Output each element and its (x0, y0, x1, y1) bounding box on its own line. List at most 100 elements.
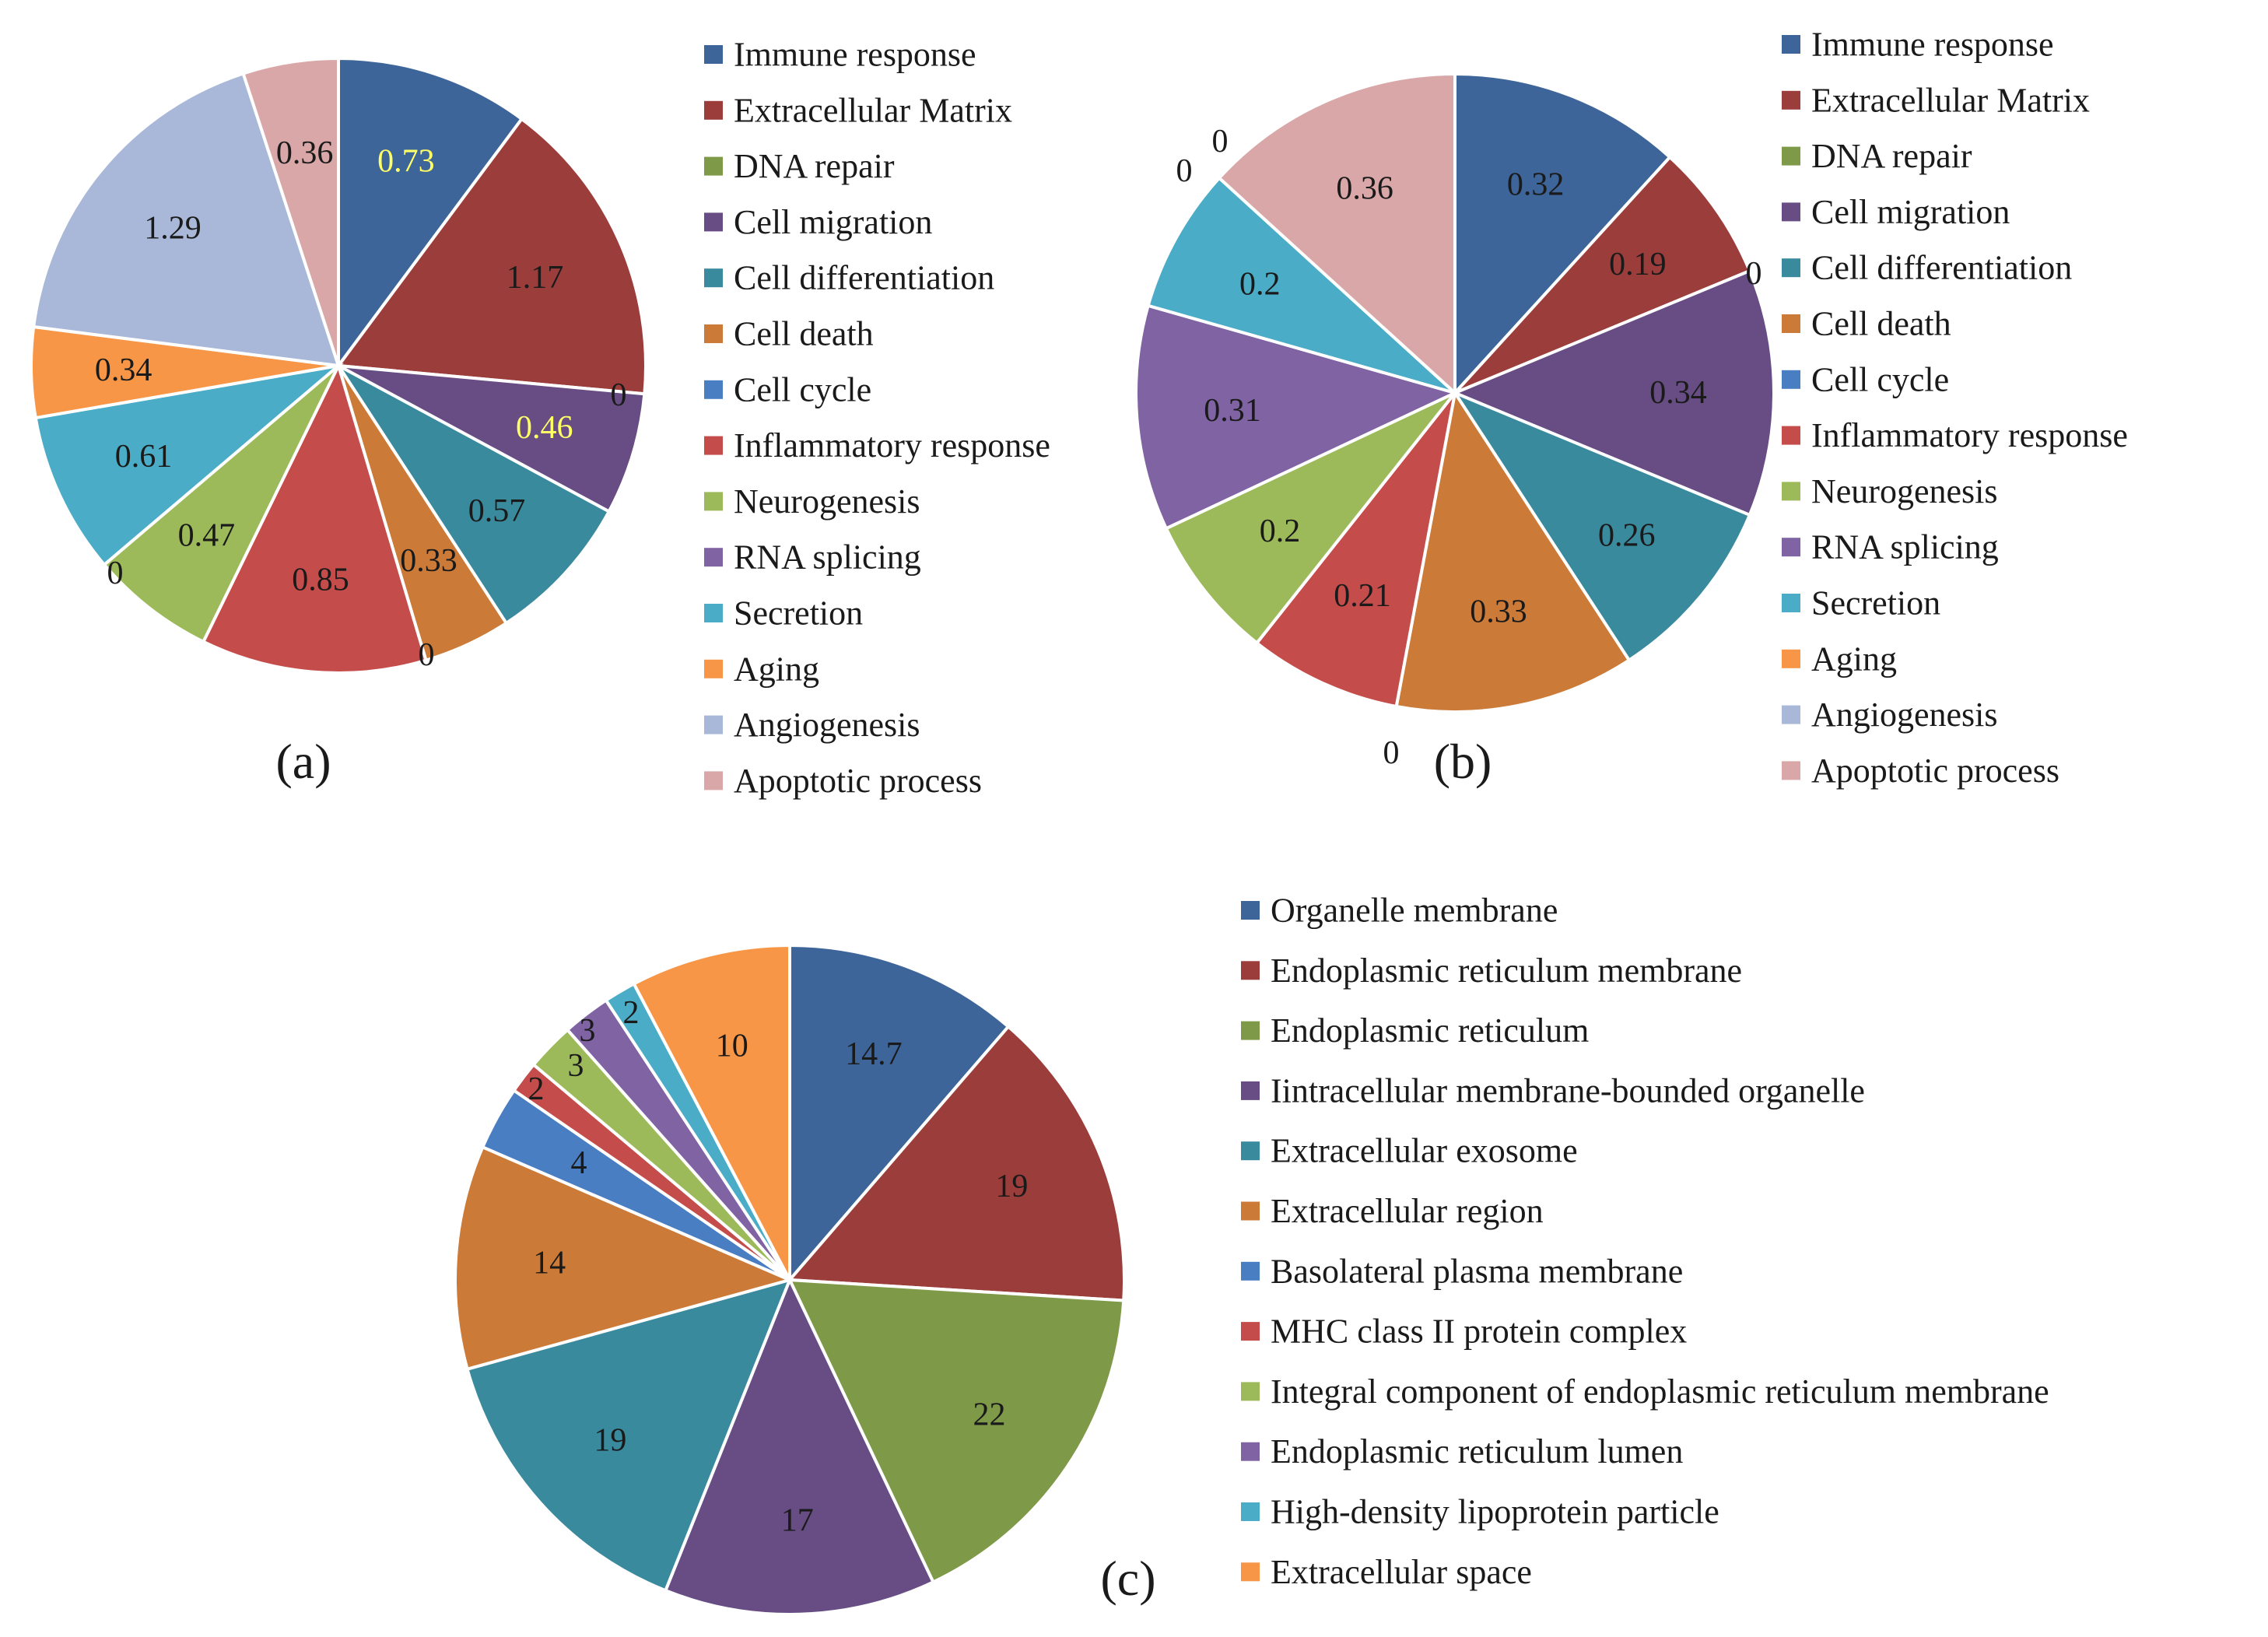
pie-slice-secretion (33, 363, 344, 567)
legend-item-apoptotic-process: Apoptotic process (1782, 752, 2059, 790)
data-label-secretion: 0.61 (115, 439, 173, 475)
data-label-immune-response: 0.73 (377, 143, 435, 179)
legend-label: Extracellular space (1271, 1553, 1532, 1591)
pie-slice-secretion (1146, 175, 1456, 394)
data-label-angiogenesis: 1.29 (144, 211, 202, 247)
legend-label: Secretion (1811, 584, 1940, 622)
legend-swatch (704, 548, 723, 567)
legend-item-cell-death: Cell death (704, 315, 874, 353)
data-label-angiogenesis: 0 (1212, 124, 1229, 159)
legend-swatch (1782, 426, 1800, 445)
legend-swatch (704, 324, 723, 343)
chart-panel-b: 0.320.19 00.340.260.3300.210.20.310.2000.… (1134, 26, 2128, 790)
legend-swatch (704, 212, 723, 232)
legend-item-extracellular-matrix: Extracellular Matrix (704, 91, 1012, 129)
data-label-high-density-lipoprotein-particle: 2 (623, 995, 640, 1031)
legend: Immune response Extracellular Matrix DNA r… (1782, 26, 2128, 790)
legend-item-endoplasmic-reticulum-membrane: Endoplasmic reticulum membrane (1241, 952, 1742, 990)
data-label-integral-component-of-endoplasmic-reticulum-membrane: 3 (568, 1048, 584, 1084)
pie-slices (30, 56, 647, 675)
legend-item-dna-repair: DNA repair (704, 147, 895, 185)
legend-item-immune-response: Immune response (704, 36, 976, 74)
data-label-iintracellular-membrane-bounded-organelle: 17 (781, 1502, 814, 1538)
legend-swatch (1241, 961, 1260, 980)
legend-label: Apoptotic process (1811, 752, 2059, 790)
legend: Organelle membrane Endoplasmic reticulum … (1241, 892, 2049, 1591)
pie-slice-endoplasmic-reticulum (787, 1278, 1126, 1585)
legend-item-neurogenesis: Neurogenesis (1782, 472, 1998, 510)
data-label-basolateral-plasma-membrane: 4 (571, 1145, 587, 1181)
pie-slice-organelle-membrane (788, 943, 1011, 1285)
pie-slice-immune-response (1453, 72, 1673, 398)
data-labels: 0.73 1.17 0 0.46 0.57 0.33 0 0.85 0.47 0 0.61 0.34 1… (95, 135, 627, 673)
data-label-secretion: 0.2 (1239, 266, 1281, 302)
legend-swatch (1241, 1382, 1260, 1401)
pie-slice-cell-migration (1450, 268, 1775, 517)
legend-swatch (704, 100, 723, 120)
legend-swatch (1241, 901, 1260, 920)
legend-swatch (1241, 1261, 1260, 1281)
legend-label: Cell migration (1811, 193, 2010, 231)
legend-label: Aging (734, 650, 819, 688)
legend-item-angiogenesis: Angiogenesis (704, 706, 920, 744)
pie-slice-cell-migration (338, 364, 647, 514)
legend-label: Endoplasmic reticulum lumen (1271, 1432, 1683, 1470)
legend-item-dna-repair: DNA repair (1782, 137, 1972, 175)
legend-swatch (1241, 1021, 1260, 1040)
legend-item-rna-splicing: RNA splicing (1782, 528, 1999, 566)
data-label-cell-migration: 0.46 (516, 410, 573, 446)
data-label-extracellular-matrix: 1.17 (507, 260, 564, 296)
data-label-endoplasmic-reticulum-membrane: 19 (995, 1169, 1028, 1204)
legend-label: Angiogenesis (734, 706, 920, 744)
legend-label: Iintracellular membrane-bounded organell… (1271, 1071, 1865, 1109)
legend-swatch (1782, 761, 1800, 780)
legend-label: Integral component of endoplasmic reticu… (1271, 1372, 2049, 1411)
data-label-cell-differentiation: 0.26 (1598, 517, 1656, 553)
legend-label: Cell death (734, 315, 874, 353)
legend-item-extracellular-space: Extracellular space (1241, 1553, 1532, 1591)
legend-label: Immune response (734, 36, 976, 74)
pie-slice-neurogenesis (102, 364, 340, 644)
legend-swatch (704, 492, 723, 511)
data-label-extracellular-region: 14 (533, 1246, 566, 1281)
data-label-extracellular-matrix: 0.19 (1609, 247, 1667, 282)
legend-swatch (1241, 1502, 1260, 1521)
pie-slice-rna-splicing (1134, 303, 1460, 531)
data-label-mhc-class-ii-protein-complex: 2 (528, 1071, 545, 1107)
legend-label: High-density lipoprotein particle (1271, 1493, 1719, 1531)
pie-slice-neurogenesis (1164, 391, 1456, 646)
panel-label: (a) (275, 734, 331, 789)
chart-panel-a: 0.73 1.17 0 0.46 0.57 0.33 0 0.85 0.47 0 0.61 0.34 1… (30, 36, 1050, 800)
legend-label: RNA splicing (1811, 528, 1999, 566)
legend-swatch (1782, 146, 1800, 166)
panel-label: (b) (1434, 734, 1492, 789)
legend-label: RNA splicing (734, 538, 921, 577)
legend-item-inflammatory-response: Inflammatory response (704, 426, 1050, 464)
pie-slice-cell-differentiation (337, 364, 612, 626)
legend-swatch (1782, 370, 1800, 389)
data-label-cell-cycle: 0 (1383, 735, 1400, 771)
pie-slice-cell-death (1394, 388, 1632, 713)
data-label-rna-splicing: 0 (107, 556, 124, 591)
pie-slice-extracellular-matrix (1453, 155, 1752, 394)
legend-item-immune-response: Immune response (1782, 26, 2054, 64)
legend-swatch (1241, 1322, 1260, 1341)
legend-swatch (1782, 649, 1800, 668)
pie-slice-apoptotic-process (241, 56, 340, 366)
legend-item-extracellular-matrix: Extracellular Matrix (1782, 81, 2090, 119)
legend-swatch (1782, 35, 1800, 54)
legend-label: DNA repair (1811, 137, 1972, 175)
legend-item-cell-death: Cell death (1782, 305, 1951, 343)
legend-swatch (704, 156, 723, 176)
pie-slice-cell-differentiation (1450, 389, 1752, 663)
legend-label: Organelle membrane (1271, 892, 1558, 930)
pie-slice-inflammatory-response (1254, 391, 1456, 709)
data-label-cell-cycle: 0 (419, 637, 435, 673)
legend-swatch (1782, 258, 1800, 278)
legend-swatch (1241, 1201, 1260, 1221)
legend-label: Angiogenesis (1811, 696, 1998, 734)
legend-item-basolateral-plasma-membrane: Basolateral plasma membrane (1241, 1252, 1683, 1290)
legend-label: Basolateral plasma membrane (1271, 1252, 1683, 1290)
data-label-inflammatory-response: 0.21 (1334, 578, 1391, 614)
